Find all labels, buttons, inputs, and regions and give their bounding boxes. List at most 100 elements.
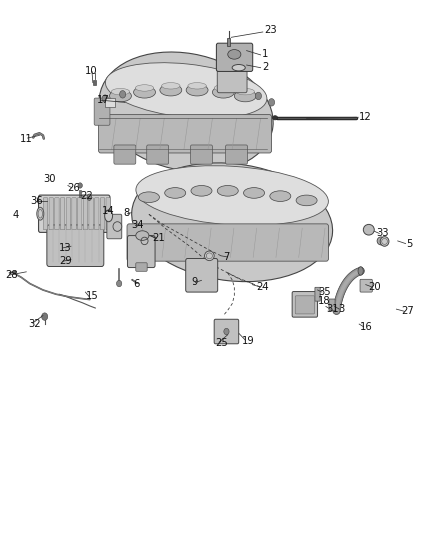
FancyBboxPatch shape xyxy=(94,98,110,125)
FancyBboxPatch shape xyxy=(106,198,110,230)
FancyBboxPatch shape xyxy=(216,43,253,71)
FancyBboxPatch shape xyxy=(127,236,155,268)
FancyBboxPatch shape xyxy=(114,145,136,164)
Ellipse shape xyxy=(217,185,238,196)
Text: 10: 10 xyxy=(85,66,97,76)
Text: 16: 16 xyxy=(360,322,373,332)
Text: 23: 23 xyxy=(265,26,277,35)
Text: 9: 9 xyxy=(191,278,198,287)
Ellipse shape xyxy=(105,210,113,222)
Ellipse shape xyxy=(234,90,256,102)
FancyBboxPatch shape xyxy=(60,198,65,230)
Ellipse shape xyxy=(212,86,234,98)
Text: 32: 32 xyxy=(28,319,41,328)
Text: 36: 36 xyxy=(31,197,43,206)
Circle shape xyxy=(102,95,108,102)
Text: 7: 7 xyxy=(223,252,230,262)
Text: 1: 1 xyxy=(262,50,268,59)
Text: 3: 3 xyxy=(339,304,345,314)
Text: 15: 15 xyxy=(86,292,99,301)
Text: 14: 14 xyxy=(102,206,115,215)
Ellipse shape xyxy=(205,251,214,261)
FancyBboxPatch shape xyxy=(95,198,99,230)
Text: 19: 19 xyxy=(242,336,254,346)
FancyBboxPatch shape xyxy=(214,319,239,344)
FancyBboxPatch shape xyxy=(43,198,48,230)
Ellipse shape xyxy=(37,207,44,220)
Text: 25: 25 xyxy=(215,338,228,348)
Ellipse shape xyxy=(296,195,317,206)
Ellipse shape xyxy=(363,224,374,235)
FancyBboxPatch shape xyxy=(99,115,272,153)
FancyBboxPatch shape xyxy=(295,296,314,314)
Ellipse shape xyxy=(134,86,155,98)
Circle shape xyxy=(224,328,229,335)
Text: 34: 34 xyxy=(131,220,144,230)
FancyBboxPatch shape xyxy=(105,98,115,107)
Ellipse shape xyxy=(228,50,241,59)
Text: 17: 17 xyxy=(97,95,110,104)
Text: 21: 21 xyxy=(152,233,165,243)
Text: 26: 26 xyxy=(67,183,80,192)
Ellipse shape xyxy=(135,85,154,91)
Text: 6: 6 xyxy=(134,279,140,288)
Ellipse shape xyxy=(377,237,385,245)
Text: 35: 35 xyxy=(318,287,331,297)
Text: 20: 20 xyxy=(368,282,381,292)
FancyBboxPatch shape xyxy=(89,198,93,230)
FancyBboxPatch shape xyxy=(83,198,88,230)
Text: 31: 31 xyxy=(326,304,339,314)
Text: 29: 29 xyxy=(59,256,72,266)
FancyBboxPatch shape xyxy=(55,198,59,230)
Text: 27: 27 xyxy=(401,306,413,316)
Circle shape xyxy=(42,313,48,320)
Text: 33: 33 xyxy=(376,229,389,238)
Ellipse shape xyxy=(272,116,278,120)
Text: 13: 13 xyxy=(59,243,72,253)
FancyBboxPatch shape xyxy=(78,198,82,230)
Text: 11: 11 xyxy=(20,134,33,143)
FancyBboxPatch shape xyxy=(329,299,335,311)
Text: 2: 2 xyxy=(262,62,268,72)
Circle shape xyxy=(268,99,275,106)
Ellipse shape xyxy=(99,52,273,172)
FancyBboxPatch shape xyxy=(186,259,218,292)
Ellipse shape xyxy=(132,163,332,281)
Ellipse shape xyxy=(106,63,267,118)
FancyBboxPatch shape xyxy=(136,263,147,271)
Ellipse shape xyxy=(136,231,149,240)
Text: 28: 28 xyxy=(6,270,18,280)
FancyBboxPatch shape xyxy=(66,198,71,230)
Ellipse shape xyxy=(113,222,122,231)
Ellipse shape xyxy=(162,83,180,89)
Text: 5: 5 xyxy=(406,239,413,248)
Ellipse shape xyxy=(186,84,208,96)
FancyBboxPatch shape xyxy=(100,198,105,230)
Circle shape xyxy=(255,92,261,100)
Text: 22: 22 xyxy=(81,191,93,201)
Ellipse shape xyxy=(165,188,186,198)
Ellipse shape xyxy=(380,237,389,246)
Ellipse shape xyxy=(160,84,182,96)
FancyBboxPatch shape xyxy=(191,145,212,164)
Ellipse shape xyxy=(236,88,254,95)
Ellipse shape xyxy=(87,194,92,200)
FancyBboxPatch shape xyxy=(292,292,318,317)
Bar xyxy=(227,38,230,46)
Ellipse shape xyxy=(270,191,291,201)
Ellipse shape xyxy=(111,88,130,95)
Circle shape xyxy=(120,91,126,98)
FancyBboxPatch shape xyxy=(47,225,104,266)
Ellipse shape xyxy=(188,83,206,89)
Ellipse shape xyxy=(358,266,363,275)
Text: 30: 30 xyxy=(43,174,56,184)
Ellipse shape xyxy=(214,85,233,91)
FancyBboxPatch shape xyxy=(49,198,53,230)
FancyBboxPatch shape xyxy=(226,145,247,164)
Text: 4: 4 xyxy=(12,211,18,220)
Text: 18: 18 xyxy=(318,296,331,306)
Ellipse shape xyxy=(110,90,131,102)
Text: 12: 12 xyxy=(359,112,372,122)
Ellipse shape xyxy=(136,166,328,225)
Ellipse shape xyxy=(232,64,245,71)
